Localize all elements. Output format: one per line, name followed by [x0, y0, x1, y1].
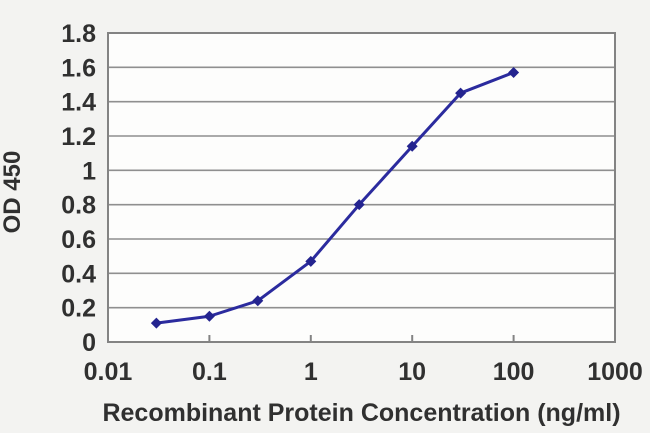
data-point-marker	[455, 87, 467, 99]
data-point-marker	[252, 295, 264, 307]
y-tick-label: 0.6	[61, 226, 96, 254]
data-point-marker	[353, 199, 365, 211]
y-tick-label: 1.8	[61, 20, 96, 48]
x-tick-label: 1	[304, 358, 318, 386]
y-tick-label: 1.4	[61, 89, 96, 117]
plot-border	[107, 32, 616, 343]
x-tick-label: 0.01	[84, 358, 133, 386]
y-tick-label: 1.6	[61, 54, 96, 82]
series-line	[154, 70, 516, 325]
data-point-marker	[406, 140, 418, 152]
y-axis-title: OD 450	[0, 151, 26, 234]
x-tick-label: 0.1	[192, 358, 227, 386]
data-point-marker	[508, 66, 520, 78]
data-point-marker	[150, 317, 162, 329]
data-point-marker	[203, 310, 215, 322]
y-tick-label: 1.2	[61, 123, 96, 151]
y-tick-label: 0.2	[61, 295, 96, 323]
x-axis-title: Recombinant Protein Concentration (ng/ml…	[102, 399, 620, 427]
y-tick-label: 0	[82, 329, 96, 357]
y-tick-label: 1	[82, 157, 96, 185]
data-point-marker	[305, 255, 317, 267]
x-tick-label: 100	[493, 358, 535, 386]
y-tick-label: 0.4	[61, 260, 96, 288]
y-tick-label: 0.8	[61, 192, 96, 220]
plot-area	[108, 33, 615, 342]
x-tick-label: 1000	[587, 358, 643, 386]
x-tick-label: 10	[398, 358, 426, 386]
